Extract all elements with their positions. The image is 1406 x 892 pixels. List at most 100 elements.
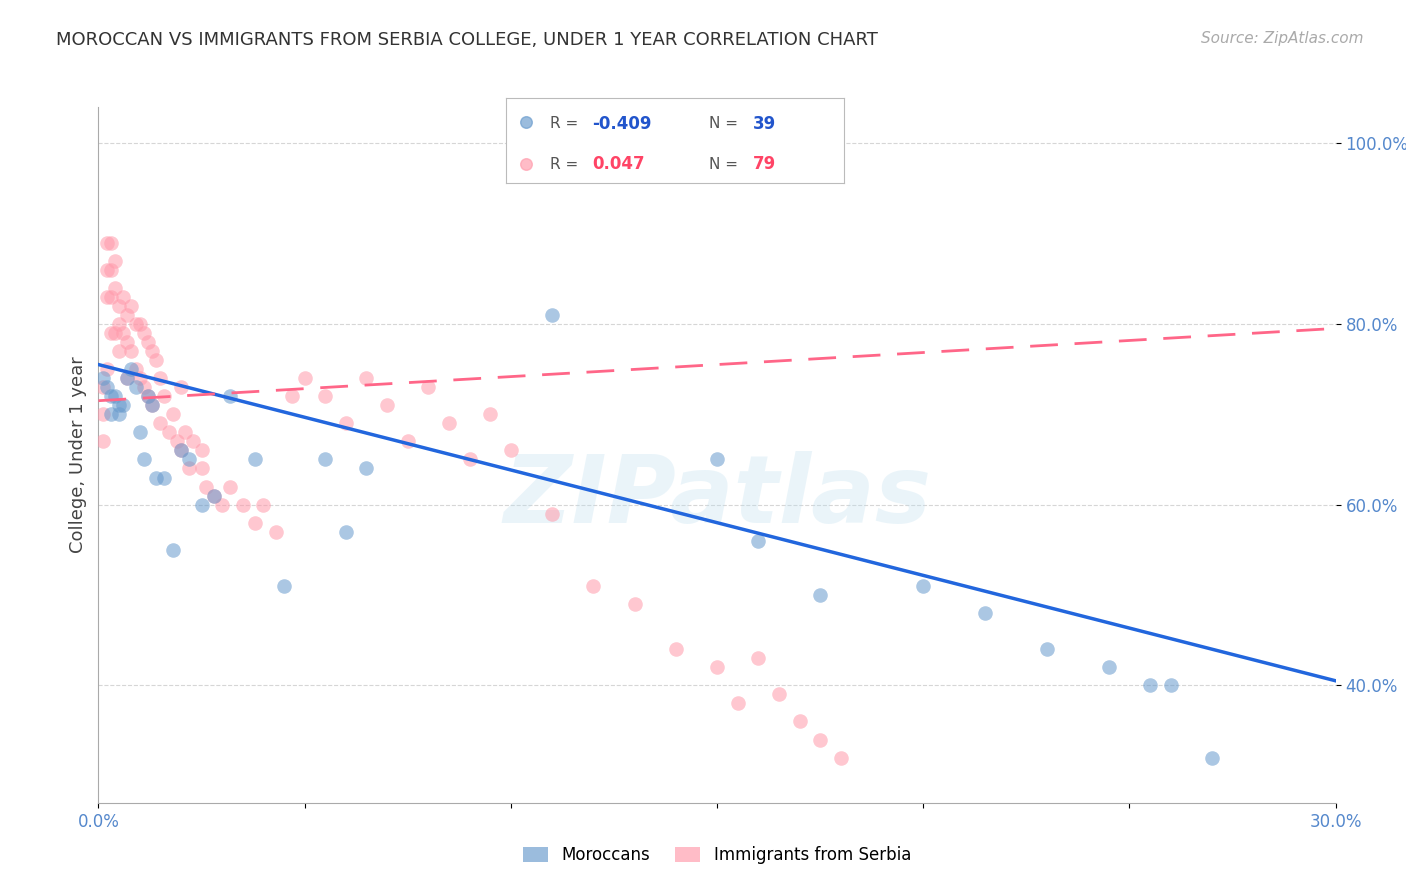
Text: 0.047: 0.047 [592, 155, 645, 173]
Point [541, 507, 564, 521]
Point [170, 443, 193, 458]
Point [1139, 678, 1161, 692]
Text: ZIPatlas: ZIPatlas [503, 450, 931, 542]
Point [132, 326, 155, 340]
Text: Source: ZipAtlas.com: Source: ZipAtlas.com [1201, 31, 1364, 46]
Point [145, 470, 167, 484]
Point [91, 380, 114, 394]
Text: R =: R = [550, 157, 583, 172]
Point [104, 389, 127, 403]
Point [149, 417, 172, 431]
Point [294, 371, 316, 385]
Text: 39: 39 [752, 114, 776, 133]
Point [479, 407, 502, 421]
Point [132, 452, 155, 467]
Point [219, 479, 242, 493]
Point [830, 750, 852, 764]
Point [1201, 750, 1223, 764]
Point [145, 353, 167, 368]
Legend: Moroccans, Immigrants from Serbia: Moroccans, Immigrants from Serbia [516, 839, 918, 871]
Point [166, 434, 188, 449]
Point [768, 687, 790, 701]
Point [117, 308, 139, 322]
Point [112, 290, 135, 304]
Point [181, 434, 204, 449]
Point [91, 434, 114, 449]
Point [202, 489, 225, 503]
Point [396, 434, 419, 449]
Point [100, 235, 122, 250]
Point [104, 281, 127, 295]
Point [541, 308, 564, 322]
Point [162, 542, 184, 557]
Point [117, 334, 139, 349]
Point [623, 597, 645, 611]
Point [190, 498, 212, 512]
Point [141, 398, 163, 412]
Point [974, 606, 997, 620]
Text: 79: 79 [752, 155, 776, 173]
Point [179, 452, 201, 467]
Text: N =: N = [709, 116, 742, 131]
Point [104, 253, 127, 268]
Point [96, 290, 118, 304]
Point [281, 389, 304, 403]
Point [808, 588, 831, 602]
Point [100, 407, 122, 421]
Point [314, 452, 336, 467]
Text: -0.409: -0.409 [592, 114, 652, 133]
Point [91, 407, 114, 421]
Point [747, 533, 769, 548]
Point [136, 334, 159, 349]
Point [356, 371, 378, 385]
Point [149, 371, 172, 385]
Point [162, 407, 184, 421]
Point [91, 371, 114, 385]
Point [375, 398, 398, 412]
Point [264, 524, 287, 539]
Y-axis label: College, Under 1 year: College, Under 1 year [69, 357, 87, 553]
Point [108, 344, 131, 359]
Point [117, 371, 139, 385]
Point [124, 362, 146, 376]
Text: N =: N = [709, 157, 742, 172]
Point [335, 417, 357, 431]
Point [96, 380, 118, 394]
Point [153, 470, 176, 484]
Point [170, 443, 193, 458]
Point [1160, 678, 1182, 692]
Point [100, 326, 122, 340]
Point [96, 235, 118, 250]
Point [418, 380, 440, 394]
Point [120, 299, 142, 313]
Point [219, 389, 242, 403]
Point [727, 697, 749, 711]
Point [335, 524, 357, 539]
Point [112, 326, 135, 340]
Point [112, 398, 135, 412]
Point [747, 651, 769, 665]
Point [437, 417, 460, 431]
Point [243, 452, 266, 467]
Point [174, 425, 197, 440]
Point [211, 498, 233, 512]
Point [356, 461, 378, 475]
Point [96, 362, 118, 376]
Point [128, 425, 150, 440]
Text: MOROCCAN VS IMMIGRANTS FROM SERBIA COLLEGE, UNDER 1 YEAR CORRELATION CHART: MOROCCAN VS IMMIGRANTS FROM SERBIA COLLE… [56, 31, 879, 49]
Point [96, 262, 118, 277]
Point [706, 660, 728, 674]
Point [141, 398, 163, 412]
Point [808, 732, 831, 747]
Point [194, 479, 217, 493]
Point [157, 425, 180, 440]
Point [108, 299, 131, 313]
Point [136, 389, 159, 403]
Point [100, 262, 122, 277]
Point [706, 452, 728, 467]
Point [132, 380, 155, 394]
Point [499, 443, 522, 458]
Point [912, 579, 935, 593]
Point [273, 579, 295, 593]
Point [1098, 660, 1121, 674]
